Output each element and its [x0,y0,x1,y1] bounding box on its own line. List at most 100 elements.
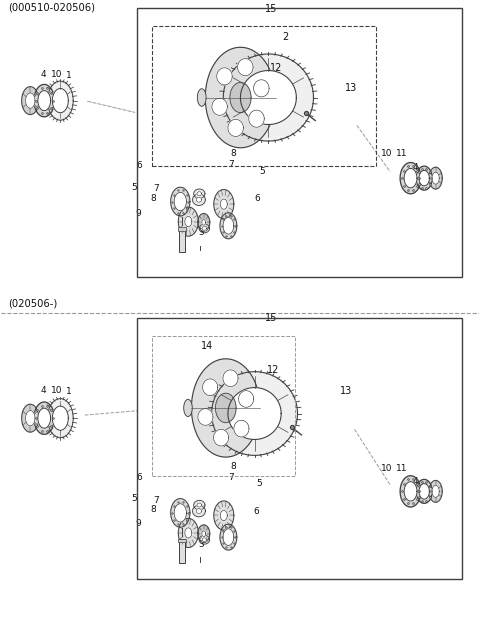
Polygon shape [220,524,237,550]
Polygon shape [197,503,202,507]
Polygon shape [25,411,35,426]
Polygon shape [253,80,269,97]
Bar [152,336,295,476]
Polygon shape [22,404,39,432]
Polygon shape [192,505,205,517]
Polygon shape [223,370,238,387]
Text: 5: 5 [132,183,137,192]
Text: 6: 6 [136,161,142,170]
Text: 4: 4 [413,477,419,487]
Polygon shape [194,189,205,198]
Text: 8: 8 [150,194,156,203]
Text: 2: 2 [282,32,288,42]
Polygon shape [429,480,442,502]
Text: 4: 4 [413,163,419,172]
Text: 7: 7 [153,184,159,193]
Polygon shape [240,70,296,125]
Polygon shape [34,402,55,434]
Polygon shape [416,479,432,503]
Polygon shape [202,538,206,541]
Text: 8: 8 [230,462,236,471]
Polygon shape [404,168,417,188]
Polygon shape [239,391,254,407]
Text: 11: 11 [396,464,407,473]
Polygon shape [214,501,234,530]
Bar [180,228,185,252]
Text: (020506-): (020506-) [9,298,58,308]
Text: 11: 11 [396,149,407,158]
Text: 5: 5 [257,480,263,488]
Text: 7: 7 [228,160,234,169]
Polygon shape [212,98,228,115]
Text: 15: 15 [265,313,277,323]
Polygon shape [220,199,228,209]
Polygon shape [199,224,210,233]
Text: 10: 10 [381,149,393,158]
Text: 8: 8 [230,149,236,158]
Text: 13: 13 [345,83,357,93]
Polygon shape [202,227,206,231]
Polygon shape [202,531,205,536]
Text: 6: 6 [253,506,259,516]
Text: 6: 6 [136,473,142,482]
Bar [180,540,185,563]
Polygon shape [212,372,298,455]
Polygon shape [52,88,68,113]
Text: (000510-020506): (000510-020506) [9,2,96,12]
Polygon shape [216,393,236,422]
Polygon shape [185,528,192,538]
Polygon shape [197,192,202,196]
Text: 4: 4 [41,70,46,79]
Text: 7: 7 [228,473,234,482]
Polygon shape [192,359,260,457]
Polygon shape [220,212,237,239]
Polygon shape [34,85,55,117]
Text: 5: 5 [132,494,137,503]
Text: 14: 14 [201,341,213,351]
Polygon shape [223,54,313,141]
Text: 9: 9 [135,209,141,218]
Polygon shape [205,47,276,148]
Text: 8: 8 [150,505,156,515]
Text: 10: 10 [50,70,62,79]
Polygon shape [230,82,251,113]
Polygon shape [38,408,50,428]
Polygon shape [174,504,186,522]
Polygon shape [214,189,234,219]
Ellipse shape [197,88,206,107]
Polygon shape [432,485,439,497]
Text: 13: 13 [340,386,352,396]
Polygon shape [228,120,243,136]
Polygon shape [202,219,205,225]
Polygon shape [52,406,68,430]
Polygon shape [48,399,73,438]
Bar [137,7,462,277]
Bar [137,318,462,579]
Text: 10: 10 [50,386,62,395]
Polygon shape [174,193,186,211]
Polygon shape [404,482,417,501]
Text: 3: 3 [198,227,204,237]
Polygon shape [178,207,198,236]
Polygon shape [223,217,234,234]
Polygon shape [22,87,39,115]
Polygon shape [198,409,213,426]
Polygon shape [214,429,228,446]
Polygon shape [25,93,35,108]
Polygon shape [400,163,421,194]
Text: 15: 15 [265,4,277,14]
Polygon shape [223,529,234,546]
Polygon shape [196,508,202,513]
Polygon shape [203,379,218,396]
Bar [178,227,186,231]
Bar [152,26,376,166]
Polygon shape [192,194,205,206]
Polygon shape [194,500,205,510]
Text: 7: 7 [153,495,159,505]
Polygon shape [171,498,190,527]
Text: 1: 1 [66,388,72,396]
Polygon shape [419,170,430,186]
Polygon shape [38,90,50,111]
Polygon shape [238,59,253,76]
Text: 6: 6 [254,194,260,203]
